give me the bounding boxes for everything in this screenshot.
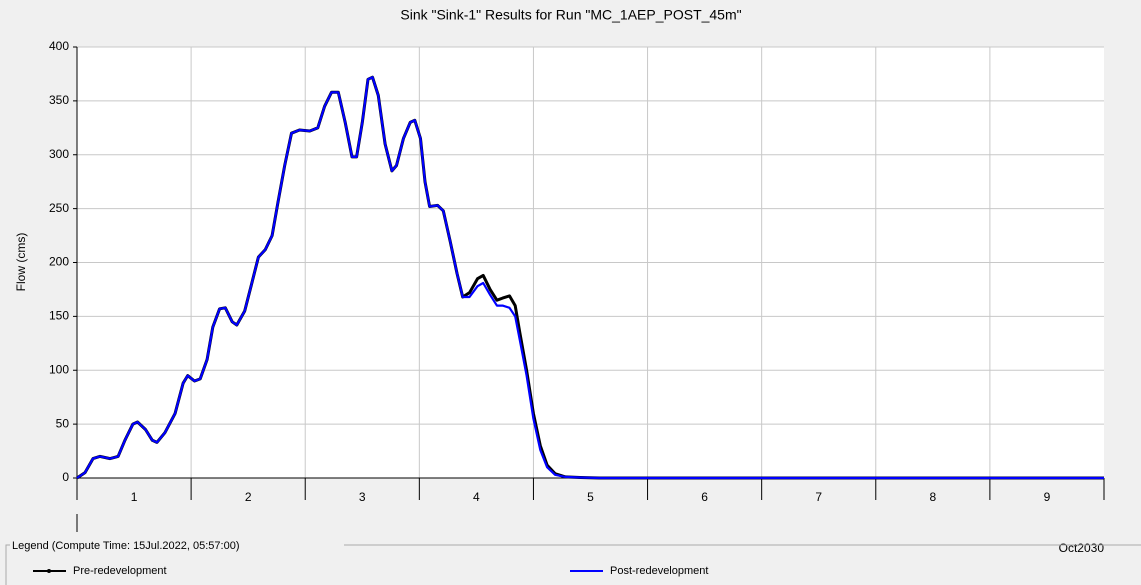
legend-label: Pre-redevelopment bbox=[73, 565, 167, 577]
y-tick-label: 150 bbox=[49, 309, 69, 323]
chart-title: Sink "Sink-1" Results for Run "MC_1AEP_P… bbox=[400, 7, 741, 23]
legend-frame bbox=[5, 544, 1141, 585]
series-line bbox=[76, 76, 1104, 480]
legend-label: Post-redevelopment bbox=[610, 565, 708, 577]
legend-title: Legend (Compute Time: 15Jul.2022, 05:57:… bbox=[12, 540, 239, 552]
x-tick-label: 6 bbox=[701, 490, 708, 504]
y-tick-label: 400 bbox=[49, 39, 69, 53]
y-tick-label: 200 bbox=[49, 255, 69, 269]
y-tick-label: 0 bbox=[62, 470, 69, 484]
x-tick-label: 2 bbox=[245, 490, 252, 504]
x-tick-label: 3 bbox=[359, 490, 366, 504]
y-tick-label: 100 bbox=[49, 362, 69, 376]
y-axis-label: Flow (cms) bbox=[14, 233, 28, 292]
y-tick-label: 50 bbox=[56, 416, 70, 430]
x-tick-label: 5 bbox=[587, 490, 594, 504]
legend-marker bbox=[47, 569, 51, 573]
y-tick-label: 250 bbox=[49, 201, 69, 215]
x-tick-label: 7 bbox=[815, 490, 822, 504]
x-tick-label: 9 bbox=[1044, 490, 1051, 504]
legend: Pre-redevelopment Post-redevelopment bbox=[33, 565, 708, 577]
x-axis-label: Oct2030 bbox=[1059, 541, 1105, 555]
x-tick-label: 4 bbox=[473, 490, 480, 504]
x-tick-label: 1 bbox=[131, 490, 138, 504]
legend-title-bg bbox=[10, 538, 344, 552]
x-tick-label: 8 bbox=[929, 490, 936, 504]
y-tick-label: 350 bbox=[49, 93, 69, 107]
y-tick-label: 300 bbox=[49, 147, 69, 161]
